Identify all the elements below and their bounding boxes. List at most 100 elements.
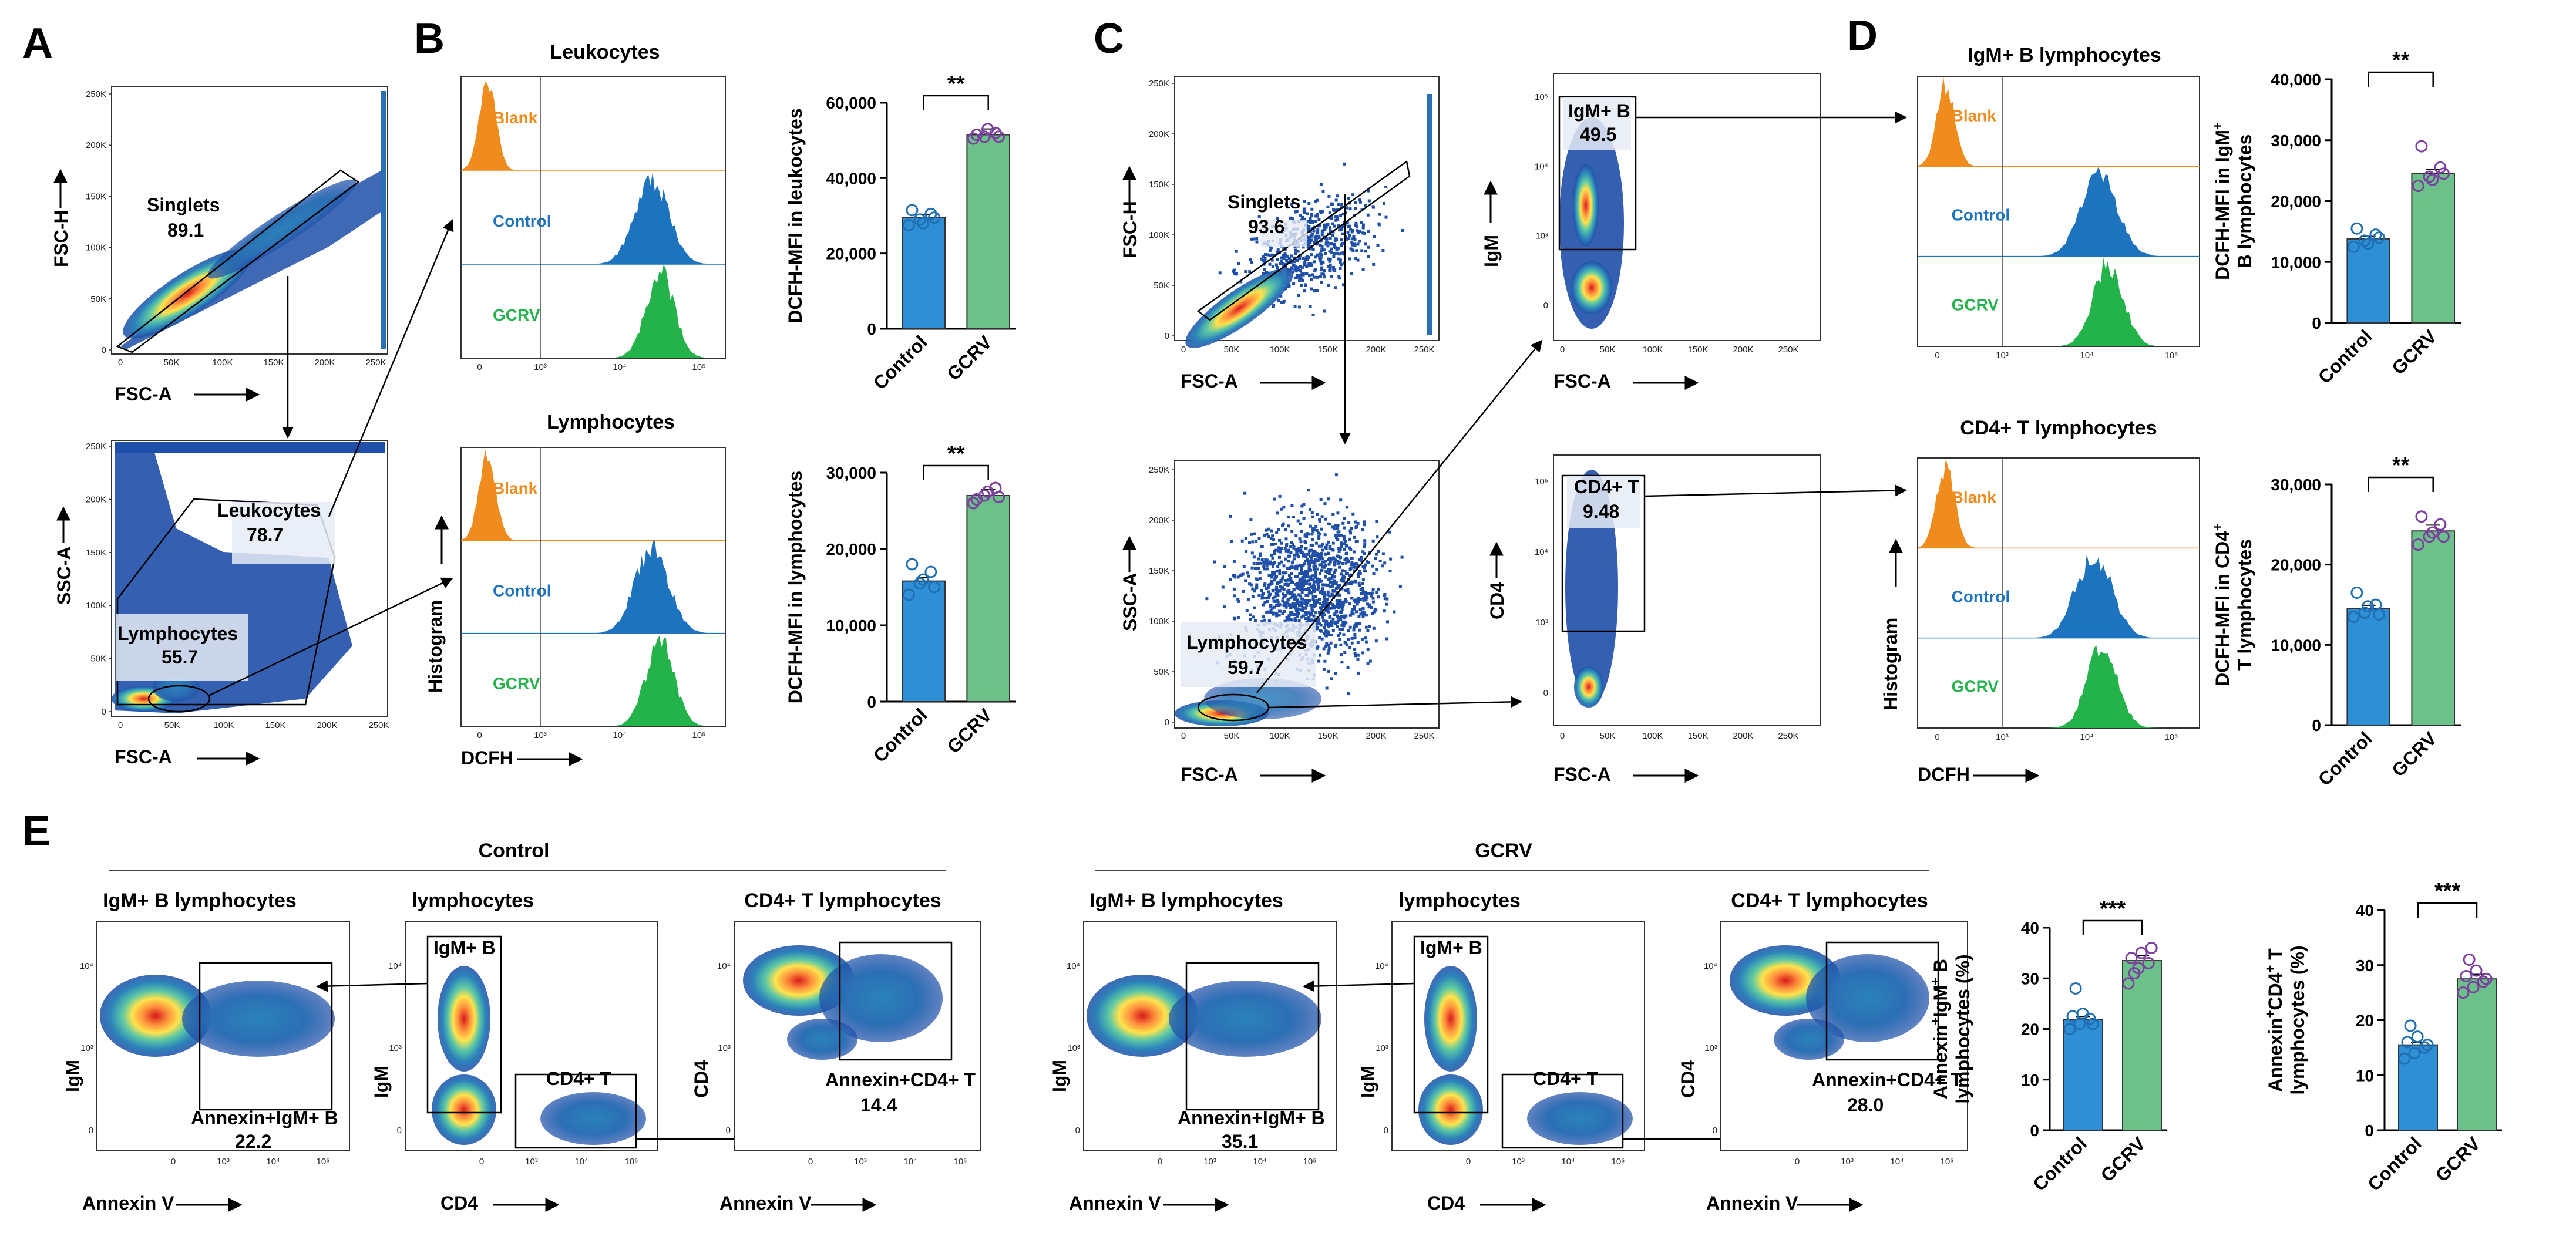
event-dot: [1317, 531, 1320, 535]
event-dot: [1293, 557, 1296, 561]
event-dot: [1308, 599, 1311, 602]
event-dot: [1304, 570, 1307, 573]
event-dot: [1252, 562, 1256, 565]
event-dot: [1336, 511, 1340, 515]
category-label: Control: [869, 704, 931, 766]
c-cd4-value: 9.48: [1583, 501, 1619, 522]
event-dot: [1350, 596, 1353, 599]
gate-arrow: [1268, 696, 1522, 709]
event-dot: [1330, 215, 1333, 218]
event-dot: [1246, 598, 1250, 601]
event-dot: [1303, 200, 1306, 203]
event-dot: [1259, 552, 1262, 555]
event-dot: [1342, 252, 1346, 256]
event-dot: [1309, 524, 1312, 528]
event-dot: [1307, 202, 1311, 205]
panel-label-a: A: [22, 20, 53, 67]
tick-label: 150K: [1317, 731, 1338, 741]
event-dot: [1298, 537, 1302, 541]
tick-label: 100K: [212, 358, 233, 368]
event-dot: [1366, 662, 1370, 665]
event-dot: [1304, 607, 1308, 610]
annexin-cd4-gate: [839, 941, 953, 1061]
tick-label: 0: [118, 358, 123, 368]
event-dot: [1218, 271, 1222, 275]
event-dot: [1259, 561, 1262, 565]
event-dot: [1320, 233, 1324, 237]
event-dot: [1316, 234, 1320, 238]
event-dot: [1278, 494, 1282, 498]
event-dot: [1303, 562, 1306, 566]
tick-label: 10³: [718, 1043, 731, 1053]
event-dot: [1287, 582, 1290, 586]
event-dot: [1290, 604, 1293, 607]
event-dot: [1283, 619, 1287, 623]
event-dot: [1290, 530, 1294, 533]
event-dot: [1340, 545, 1343, 548]
event-dot: [1370, 605, 1373, 609]
event-dot: [1337, 252, 1341, 256]
event-dot: [1333, 245, 1336, 248]
category-label: GCRV: [943, 704, 996, 757]
event-dot: [1307, 228, 1310, 232]
event-dot: [1371, 564, 1374, 568]
event-dot: [1361, 578, 1365, 582]
tick-label: 0: [1466, 1157, 1471, 1167]
tick-label: 150K: [1149, 566, 1169, 576]
event-dot: [1292, 613, 1296, 616]
tick-label: 250K: [1149, 79, 1169, 89]
event-dot: [1350, 563, 1353, 567]
y-axis-label-line2: lymphocytes (%): [2287, 945, 2308, 1094]
event-dot: [1356, 658, 1360, 661]
event-dot: [1251, 587, 1255, 591]
event-dot: [1358, 240, 1362, 243]
event-dot: [1398, 585, 1402, 588]
event-dot: [1353, 648, 1357, 651]
category-label: Control: [2314, 727, 2376, 790]
event-dot: [1300, 568, 1303, 571]
event-dot: [1274, 599, 1277, 603]
event-dot: [1257, 215, 1261, 218]
a-bot-ylabel: SSC-A: [53, 546, 75, 605]
tick-label: 250K: [1414, 345, 1434, 355]
event-dot: [1343, 600, 1347, 604]
event-dot: [1270, 253, 1274, 257]
event-dot: [1310, 253, 1313, 257]
scatter-dots: [1205, 473, 1404, 696]
b-top-title: Leukocytes: [550, 41, 660, 63]
event-dot: [1327, 631, 1330, 634]
tick-label: 10⁴: [574, 1157, 588, 1167]
tick-label: 10⁴: [1704, 961, 1717, 971]
y-axis-label-line2: lymphocytes (%): [1952, 954, 1973, 1103]
event-dot: [1281, 524, 1284, 527]
event-dot: [1338, 556, 1341, 560]
event-dot: [1287, 578, 1290, 582]
event-dot: [1308, 508, 1311, 511]
data-point: [2369, 228, 2382, 241]
event-dot: [1300, 604, 1303, 608]
annexin-igm-label: Annexin+IgM+ B: [191, 1107, 338, 1128]
event-dot: [1334, 568, 1337, 572]
event-dot: [1316, 579, 1319, 582]
density-blob: [438, 966, 490, 1072]
tick-label: 10³: [1996, 351, 2009, 361]
event-dot: [1314, 571, 1317, 574]
event-dot: [1341, 578, 1345, 581]
event-dot: [1285, 203, 1288, 206]
event-dot: [1353, 605, 1356, 608]
event-dot: [1339, 267, 1342, 270]
tick-label: 250K: [365, 358, 386, 368]
tick-label: 30,000: [826, 464, 876, 482]
event-dot: [1327, 257, 1330, 261]
cd4-t-gate: [514, 1073, 637, 1149]
event-dot: [1292, 282, 1296, 285]
event-dot: [1364, 242, 1367, 246]
cd4-t-gate-label: CD4+ T: [1533, 1068, 1599, 1089]
event-dot: [1307, 591, 1311, 595]
event-dot: [1356, 258, 1360, 262]
event-dot: [1344, 600, 1348, 603]
event-dot: [1267, 527, 1270, 531]
event-dot: [1300, 504, 1304, 508]
event-dot: [1317, 584, 1320, 588]
